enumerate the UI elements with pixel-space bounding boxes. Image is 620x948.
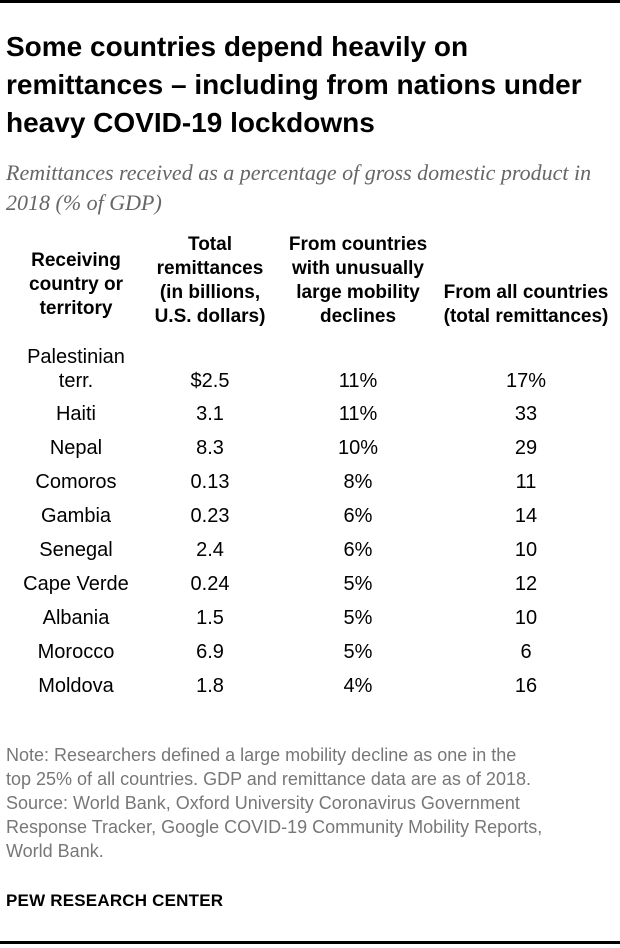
table-row: Morocco 6.9 5% 6 <box>6 635 610 669</box>
column-header-all-countries: From all countries (total remittances) <box>442 233 610 343</box>
column-header-total-remittances: Total remittances (in billions, U.S. dol… <box>146 233 274 343</box>
cell-country: Gambia <box>6 499 146 533</box>
table-row: Palestinian terr. $2.5 11% 17% <box>6 343 610 397</box>
cell-all-countries-share: 14 <box>442 499 610 533</box>
chart-subtitle: Remittances received as a percentage of … <box>6 158 611 218</box>
table-body: Palestinian terr. $2.5 11% 17% Haiti 3.1 11% 33 N… <box>6 343 610 703</box>
table-row: Haiti 3.1 11% 33 <box>6 397 610 431</box>
cell-total-remittances: 1.5 <box>146 601 274 635</box>
table-row: Gambia 0.23 6% 14 <box>6 499 610 533</box>
note-and-source: Note: Researchers defined a large mobili… <box>6 743 611 863</box>
note-line: World Bank. <box>6 839 611 863</box>
cell-mobility-declines-share: 5% <box>274 635 442 669</box>
table-row: Nepal 8.3 10% 29 <box>6 431 610 465</box>
table-row: Cape Verde 0.24 5% 12 <box>6 567 610 601</box>
column-header-country: Receiving country or territory <box>6 233 146 343</box>
cell-mobility-declines-share: 5% <box>274 567 442 601</box>
cell-all-countries-share: 12 <box>442 567 610 601</box>
cell-mobility-declines-share: 5% <box>274 601 442 635</box>
cell-all-countries-share: 33 <box>442 397 610 431</box>
cell-country: Albania <box>6 601 146 635</box>
cell-total-remittances: 0.24 <box>146 567 274 601</box>
cell-country: Haiti <box>6 397 146 431</box>
cell-all-countries-share: 10 <box>442 533 610 567</box>
cell-country: Senegal <box>6 533 146 567</box>
table-row: Senegal 2.4 6% 10 <box>6 533 610 567</box>
cell-all-countries-share: 10 <box>442 601 610 635</box>
column-header-mobility-declines: From countries with unusually large mobi… <box>274 233 442 343</box>
chart-title: Some countries depend heavily on remitta… <box>6 28 606 142</box>
table-row: Moldova 1.8 4% 16 <box>6 669 610 703</box>
table-row: Comoros 0.13 8% 11 <box>6 465 610 499</box>
cell-country: Cape Verde <box>6 567 146 601</box>
cell-mobility-declines-share: 11% <box>274 343 442 397</box>
cell-all-countries-share: 6 <box>442 635 610 669</box>
cell-country: Morocco <box>6 635 146 669</box>
cell-total-remittances: 3.1 <box>146 397 274 431</box>
cell-all-countries-share: 16 <box>442 669 610 703</box>
cell-all-countries-share: 17% <box>442 343 610 397</box>
top-rule <box>0 0 620 3</box>
cell-total-remittances: 2.4 <box>146 533 274 567</box>
cell-total-remittances: $2.5 <box>146 343 274 397</box>
cell-total-remittances: 0.13 <box>146 465 274 499</box>
note-line: Source: World Bank, Oxford University Co… <box>6 791 611 815</box>
cell-mobility-declines-share: 11% <box>274 397 442 431</box>
remittances-table: Receiving country or territory Total rem… <box>6 233 610 703</box>
cell-mobility-declines-share: 6% <box>274 533 442 567</box>
cell-mobility-declines-share: 10% <box>274 431 442 465</box>
table-header-row: Receiving country or territory Total rem… <box>6 233 610 343</box>
cell-total-remittances: 8.3 <box>146 431 274 465</box>
cell-total-remittances: 1.8 <box>146 669 274 703</box>
note-line: Note: Researchers defined a large mobili… <box>6 743 611 767</box>
cell-country: Palestinian terr. <box>6 343 146 397</box>
cell-country: Comoros <box>6 465 146 499</box>
cell-mobility-declines-share: 4% <box>274 669 442 703</box>
bottom-rule <box>0 941 620 944</box>
table-row: Albania 1.5 5% 10 <box>6 601 610 635</box>
note-line: Response Tracker, Google COVID-19 Commun… <box>6 815 611 839</box>
cell-mobility-declines-share: 6% <box>274 499 442 533</box>
cell-country: Nepal <box>6 431 146 465</box>
cell-mobility-declines-share: 8% <box>274 465 442 499</box>
note-line: top 25% of all countries. GDP and remitt… <box>6 767 611 791</box>
cell-total-remittances: 6.9 <box>146 635 274 669</box>
cell-total-remittances: 0.23 <box>146 499 274 533</box>
cell-country: Moldova <box>6 669 146 703</box>
cell-all-countries-share: 29 <box>442 431 610 465</box>
cell-all-countries-share: 11 <box>442 465 610 499</box>
pew-research-center-logo: PEW RESEARCH CENTER <box>6 891 223 911</box>
